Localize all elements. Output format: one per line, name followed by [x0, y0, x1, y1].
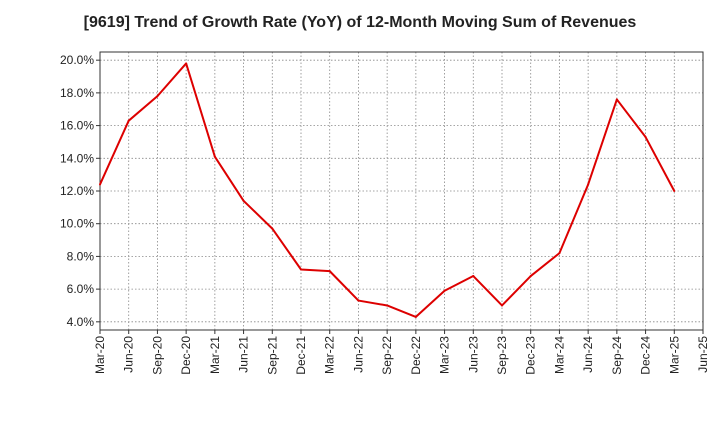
chart-title: [9619] Trend of Growth Rate (YoY) of 12-…: [83, 14, 637, 31]
data-point: [328, 270, 331, 273]
data-point: [300, 268, 302, 271]
x-tick-label: Mar-24: [552, 336, 566, 374]
x-tick-label: Mar-23: [438, 336, 452, 374]
y-tick-label: 20.0%: [60, 53, 94, 67]
x-tick-label: Jun-24: [581, 336, 595, 373]
x-tick-label: Sep-23: [495, 336, 509, 375]
data-point: [242, 199, 245, 202]
x-tick-label: Dec-20: [179, 336, 193, 375]
data-point: [414, 315, 417, 318]
data-point: [213, 155, 216, 158]
x-tick-label: Mar-25: [667, 336, 681, 374]
data-point: [615, 98, 618, 101]
data-point: [644, 136, 647, 139]
data-point: [127, 119, 130, 122]
x-tick-label: Sep-20: [150, 336, 164, 375]
y-tick-label: 4.0%: [67, 315, 95, 329]
data-point: [673, 190, 676, 192]
x-tick-label: Jun-25: [696, 336, 710, 373]
y-tick-label: 10.0%: [60, 217, 94, 231]
x-tick-label: Mar-20: [93, 336, 107, 374]
y-tick-label: 18.0%: [60, 86, 94, 100]
data-point: [185, 62, 188, 65]
data-point: [472, 275, 475, 278]
x-tick-label: Jun-21: [237, 336, 251, 373]
x-tick-label: Mar-22: [323, 336, 337, 374]
x-tick-label: Jun-20: [122, 336, 136, 373]
x-tick-label: Jun-22: [351, 336, 365, 373]
x-tick-label: Jun-23: [466, 336, 480, 373]
y-tick-label: 6.0%: [67, 282, 95, 296]
data-point: [501, 304, 503, 307]
data-point: [99, 183, 101, 186]
data-point: [529, 275, 532, 278]
x-tick-label: Sep-24: [610, 336, 624, 375]
data-point: [156, 95, 159, 98]
y-tick-label: 16.0%: [60, 119, 94, 133]
x-tick-label: Dec-24: [639, 336, 653, 375]
data-point: [386, 304, 389, 307]
y-tick-label: 12.0%: [60, 184, 94, 198]
data-point: [558, 252, 561, 255]
data-point: [587, 183, 590, 186]
y-tick-label: 14.0%: [60, 151, 94, 165]
x-tick-label: Dec-22: [409, 336, 423, 375]
x-tick-label: Sep-22: [380, 336, 394, 375]
x-tick-label: Mar-21: [208, 336, 222, 374]
data-point: [271, 227, 274, 230]
x-tick-label: Dec-21: [294, 336, 308, 375]
x-tick-label: Dec-23: [524, 336, 538, 375]
data-point: [443, 289, 446, 292]
y-tick-label: 8.0%: [67, 249, 95, 263]
x-tick-label: Sep-21: [265, 336, 279, 375]
data-point: [357, 299, 360, 302]
